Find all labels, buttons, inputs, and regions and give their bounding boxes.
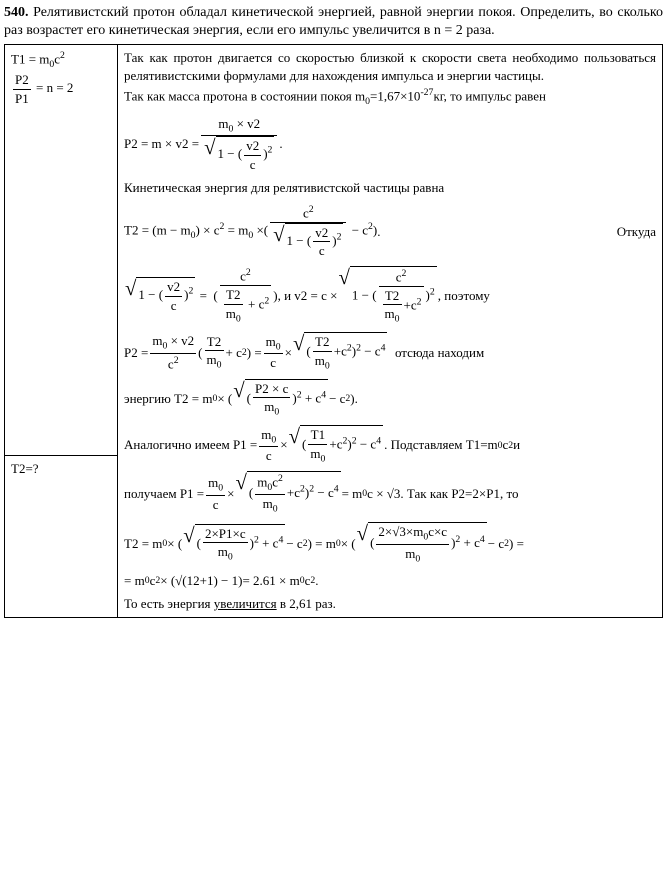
given-cell: T1 = m0c2 P2 P1 = n = 2 bbox=[5, 45, 118, 455]
problem-statement: 540. Релятивистский протон обладал кинет… bbox=[4, 4, 663, 40]
eq-p2-expanded: P2 = m0 × v2 c2 (T2m0 + c2) = m0 c × (T2… bbox=[124, 332, 656, 373]
eq-p2-momentum: P2 = m × v2 = m0 × v2 1 − (v2c)2 . bbox=[124, 115, 656, 174]
eq-numeric-result: = m0c2 × (√(12+1) − 1) = 2.61 × m0c2. bbox=[124, 572, 656, 590]
page-root: 540. Релятивистский протон обладал кинет… bbox=[0, 0, 667, 622]
solution-cell: Так как протон двигается со скоростью бл… bbox=[118, 45, 663, 617]
solution-table: T1 = m0c2 P2 P1 = n = 2 Так как протон д… bbox=[4, 44, 663, 617]
p2-over-p1-frac: P2 P1 bbox=[13, 71, 31, 107]
conclusion: То есть энергия увеличится в 2,61 раз. bbox=[124, 595, 656, 613]
otkuda-label: Откуда bbox=[617, 223, 656, 241]
sqrt-1-v2c: 1 − (v2c)2 bbox=[204, 136, 274, 173]
find-cell: T2=? bbox=[5, 455, 118, 617]
eq-t2-def: T2 = (m − m0) × c2 = m0 × ( c2 1 − (v2c)… bbox=[124, 203, 656, 260]
answer-underlined: увеличится bbox=[214, 596, 277, 611]
problem-number: 540. bbox=[4, 5, 29, 20]
eq-t2-energy: энергию T2 = m0 × ((P2 × cm0)2 + c4 − c2… bbox=[124, 379, 656, 419]
intro-para-2: Так как масса протона в состоянии покоя … bbox=[124, 86, 656, 108]
given-line2: P2 P1 = n = 2 bbox=[11, 71, 111, 107]
eq-p1-result: получаем P1 = m0c × (m0c2m0+c2)2 − c4 = … bbox=[124, 471, 656, 516]
eq-p1-analog: Аналогично имеем P1 = m0c × (T1m0+c2)2 −… bbox=[124, 425, 656, 465]
intro-para-1: Так как протон двигается со скоростью бл… bbox=[124, 49, 656, 84]
given-line1: T1 = m0c2 bbox=[11, 49, 111, 71]
kinetic-text: Кинетическая энергия для релятивистской … bbox=[124, 179, 656, 197]
find-label: T2=? bbox=[11, 461, 39, 476]
eq-t2-final: T2 = m0 × ((2×P1×cm0)2 + c4 − c2) = m0 ×… bbox=[124, 522, 656, 566]
p2-frac: m0 × v2 1 − (v2c)2 bbox=[201, 115, 277, 174]
problem-text: Релятивистский протон обладал кинетическ… bbox=[4, 5, 663, 38]
eq-sqrt-expand: 1 − (v2c)2 = ( c2 T2m0 + c2 ) , и v2 = c… bbox=[124, 266, 656, 326]
